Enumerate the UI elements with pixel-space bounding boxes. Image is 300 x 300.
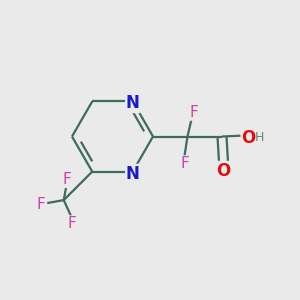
Text: F: F: [180, 156, 189, 171]
Text: N: N: [126, 165, 140, 183]
Text: H: H: [254, 130, 264, 144]
Text: O: O: [241, 129, 256, 147]
Text: F: F: [68, 216, 76, 231]
Text: O: O: [216, 162, 231, 180]
Text: F: F: [62, 172, 71, 187]
Text: N: N: [126, 94, 140, 112]
Text: F: F: [36, 197, 45, 212]
Text: F: F: [189, 105, 198, 120]
